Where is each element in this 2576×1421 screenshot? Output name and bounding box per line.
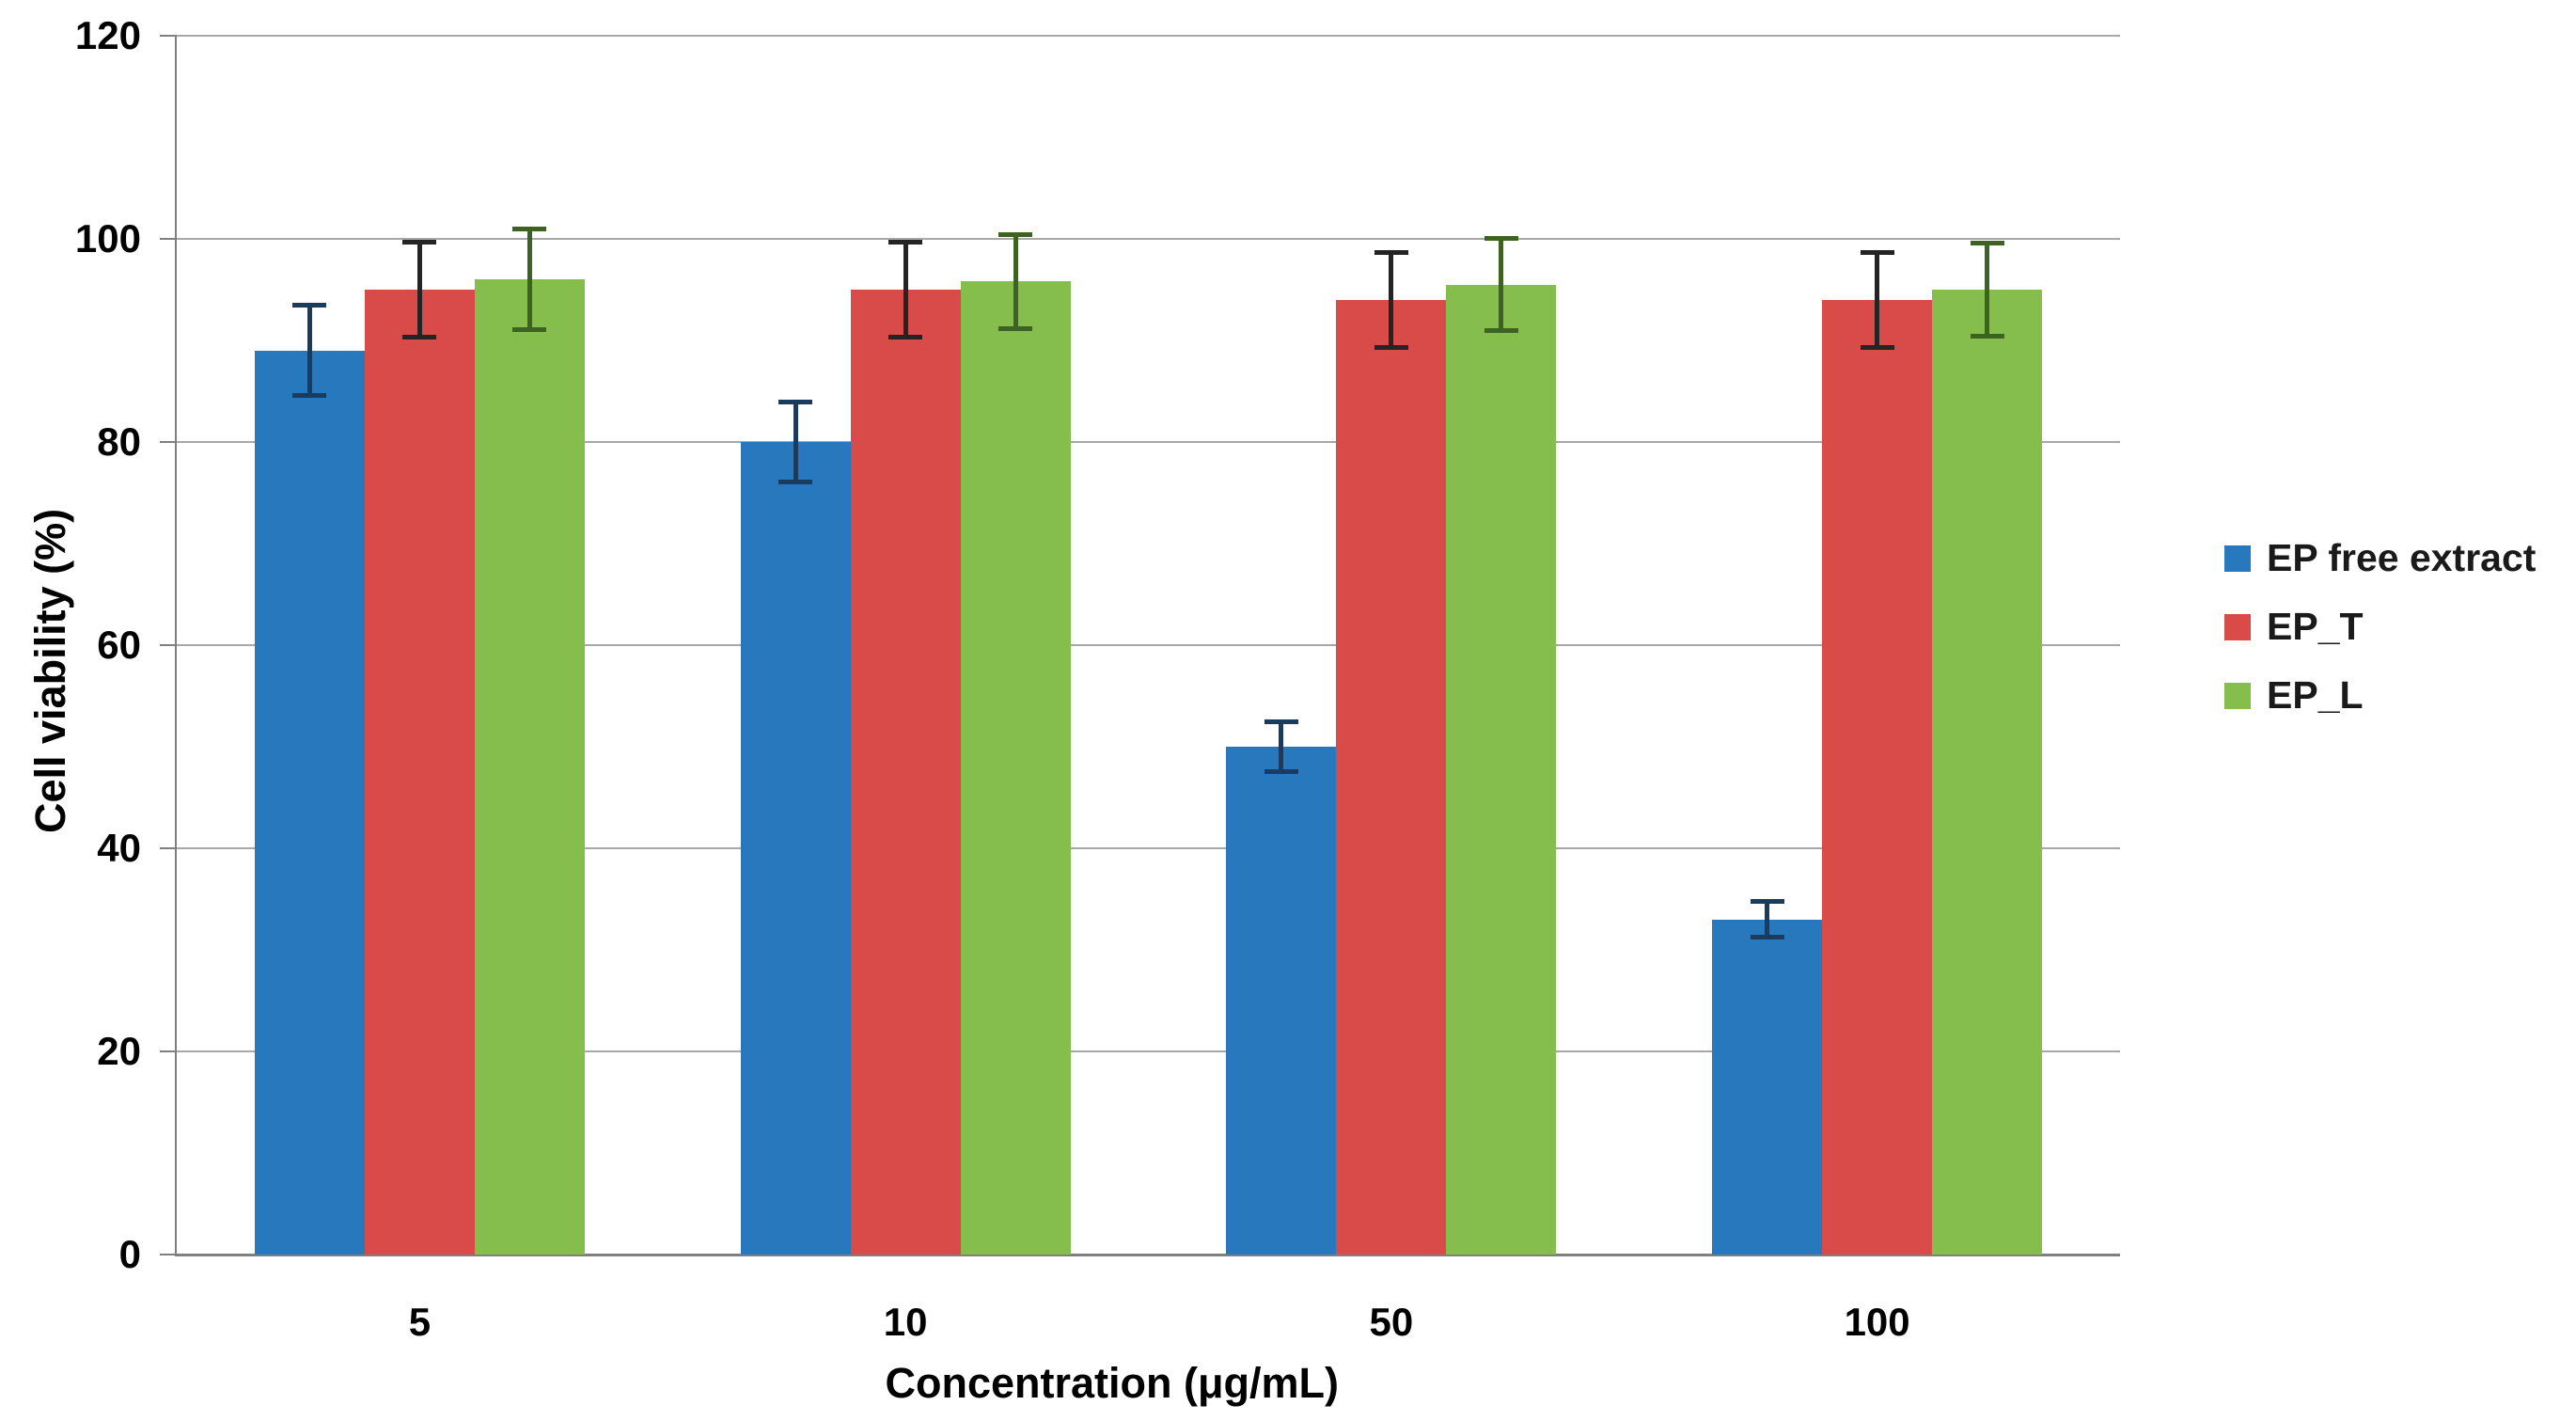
error-bar-cap-bottom	[778, 480, 813, 485]
error-bar-stem	[1875, 252, 1880, 348]
y-axis-line	[175, 36, 177, 1255]
y-tick-label: 20	[97, 1029, 141, 1073]
error-bar-cap-top	[998, 231, 1033, 237]
error-bar-stem	[903, 242, 908, 338]
error-bar-cap-bottom	[512, 327, 547, 333]
error-bar-cap-top	[1374, 250, 1408, 256]
x-tick-label: 50	[1369, 1300, 1414, 1344]
error-bar-cap-top	[1264, 719, 1298, 724]
error-bar-cap-bottom	[402, 334, 437, 339]
gridline-y-60	[177, 644, 2120, 646]
bar-ep-free-extract-5	[254, 350, 365, 1255]
legend-swatch	[2224, 545, 2251, 572]
y-axis-tick	[160, 1254, 177, 1255]
gridline-y-20	[177, 1050, 2120, 1052]
error-bar-cap-top	[1750, 899, 1784, 905]
x-tick-label: 5	[408, 1300, 432, 1344]
error-bar-cap-bottom	[1860, 344, 1894, 350]
legend-item-ep_l: EP_L	[2224, 673, 2536, 718]
gridline-y-40	[177, 847, 2120, 849]
legend: EP free extract EP_T EP_L	[2224, 536, 2536, 718]
gridline-y-100	[177, 238, 2120, 240]
gridline-y-80	[177, 441, 2120, 443]
bar-ep_t-10	[850, 290, 961, 1255]
error-bar-cap-top	[1860, 250, 1894, 256]
y-axis-tick	[160, 441, 177, 443]
bar-ep-free-extract-100	[1712, 919, 1823, 1255]
error-bar-stem	[1013, 233, 1018, 330]
error-bar-cap-top	[292, 303, 327, 308]
error-bar-stem	[1389, 252, 1394, 348]
x-tick-label: 100	[1844, 1300, 1910, 1344]
error-bar-cap-bottom	[998, 326, 1033, 332]
bar-ep_t-5	[364, 290, 475, 1255]
legend-item-ep_t: EP_T	[2224, 605, 2536, 649]
error-bar-stem	[416, 242, 422, 338]
error-bar-cap-top	[1484, 235, 1518, 241]
y-tick-label: 0	[118, 1232, 141, 1276]
y-axis-tick	[160, 35, 177, 37]
error-bar-cap-top	[888, 240, 923, 245]
y-tick-label: 100	[74, 216, 141, 261]
error-bar-cap-top	[402, 240, 437, 245]
error-bar-cap-bottom	[1374, 344, 1408, 350]
legend-label: EP_L	[2267, 673, 2364, 717]
y-tick-label: 40	[97, 826, 141, 870]
error-bar-cap-bottom	[1970, 333, 2004, 339]
legend-label: EP free extract	[2267, 536, 2537, 579]
error-bar-stem	[306, 305, 312, 397]
y-axis-tick	[160, 238, 177, 240]
x-axis-title: Concentration (μg/mL)	[885, 1359, 1340, 1407]
error-bar-stem	[526, 229, 532, 331]
bar-ep-free-extract-50	[1226, 747, 1337, 1255]
bar-ep_t-50	[1336, 299, 1447, 1255]
bar-ep_l-5	[474, 279, 585, 1255]
error-bar-cap-bottom	[1264, 769, 1298, 774]
legend-item-ep-free-extract: EP free extract	[2224, 536, 2536, 580]
legend-swatch	[2224, 682, 2251, 709]
gridline-y-120	[177, 35, 2120, 37]
y-axis-title: Cell viability (%)	[26, 508, 74, 833]
error-bar-cap-top	[1970, 241, 2004, 246]
error-bar-stem	[1765, 901, 1770, 939]
legend-label: EP_T	[2267, 605, 2364, 648]
error-bar-stem	[1279, 721, 1284, 772]
error-bar-cap-bottom	[1750, 935, 1784, 940]
bar-ep_l-50	[1446, 284, 1557, 1255]
error-bar-cap-top	[778, 399, 813, 404]
error-bar-cap-bottom	[888, 334, 923, 339]
error-bar-cap-bottom	[1484, 328, 1518, 334]
y-tick-label: 120	[74, 13, 141, 57]
bar-ep_l-10	[960, 281, 1071, 1255]
y-tick-label: 80	[97, 419, 141, 464]
x-tick-label: 10	[883, 1300, 928, 1344]
y-axis-tick	[160, 847, 177, 849]
x-axis-line	[175, 1254, 2120, 1256]
error-bar-stem	[1499, 237, 1504, 332]
y-axis-tick	[160, 1050, 177, 1052]
error-bar-stem	[1985, 243, 1990, 337]
bar-ep_l-100	[1932, 290, 2043, 1255]
error-bar-cap-top	[512, 227, 547, 232]
y-tick-label: 60	[97, 623, 141, 667]
bar-ep-free-extract-10	[740, 442, 851, 1255]
y-axis-tick	[160, 644, 177, 646]
bar-ep_t-100	[1822, 299, 1933, 1255]
error-bar-stem	[793, 401, 798, 483]
error-bar-cap-bottom	[292, 393, 327, 399]
legend-swatch	[2224, 613, 2251, 640]
